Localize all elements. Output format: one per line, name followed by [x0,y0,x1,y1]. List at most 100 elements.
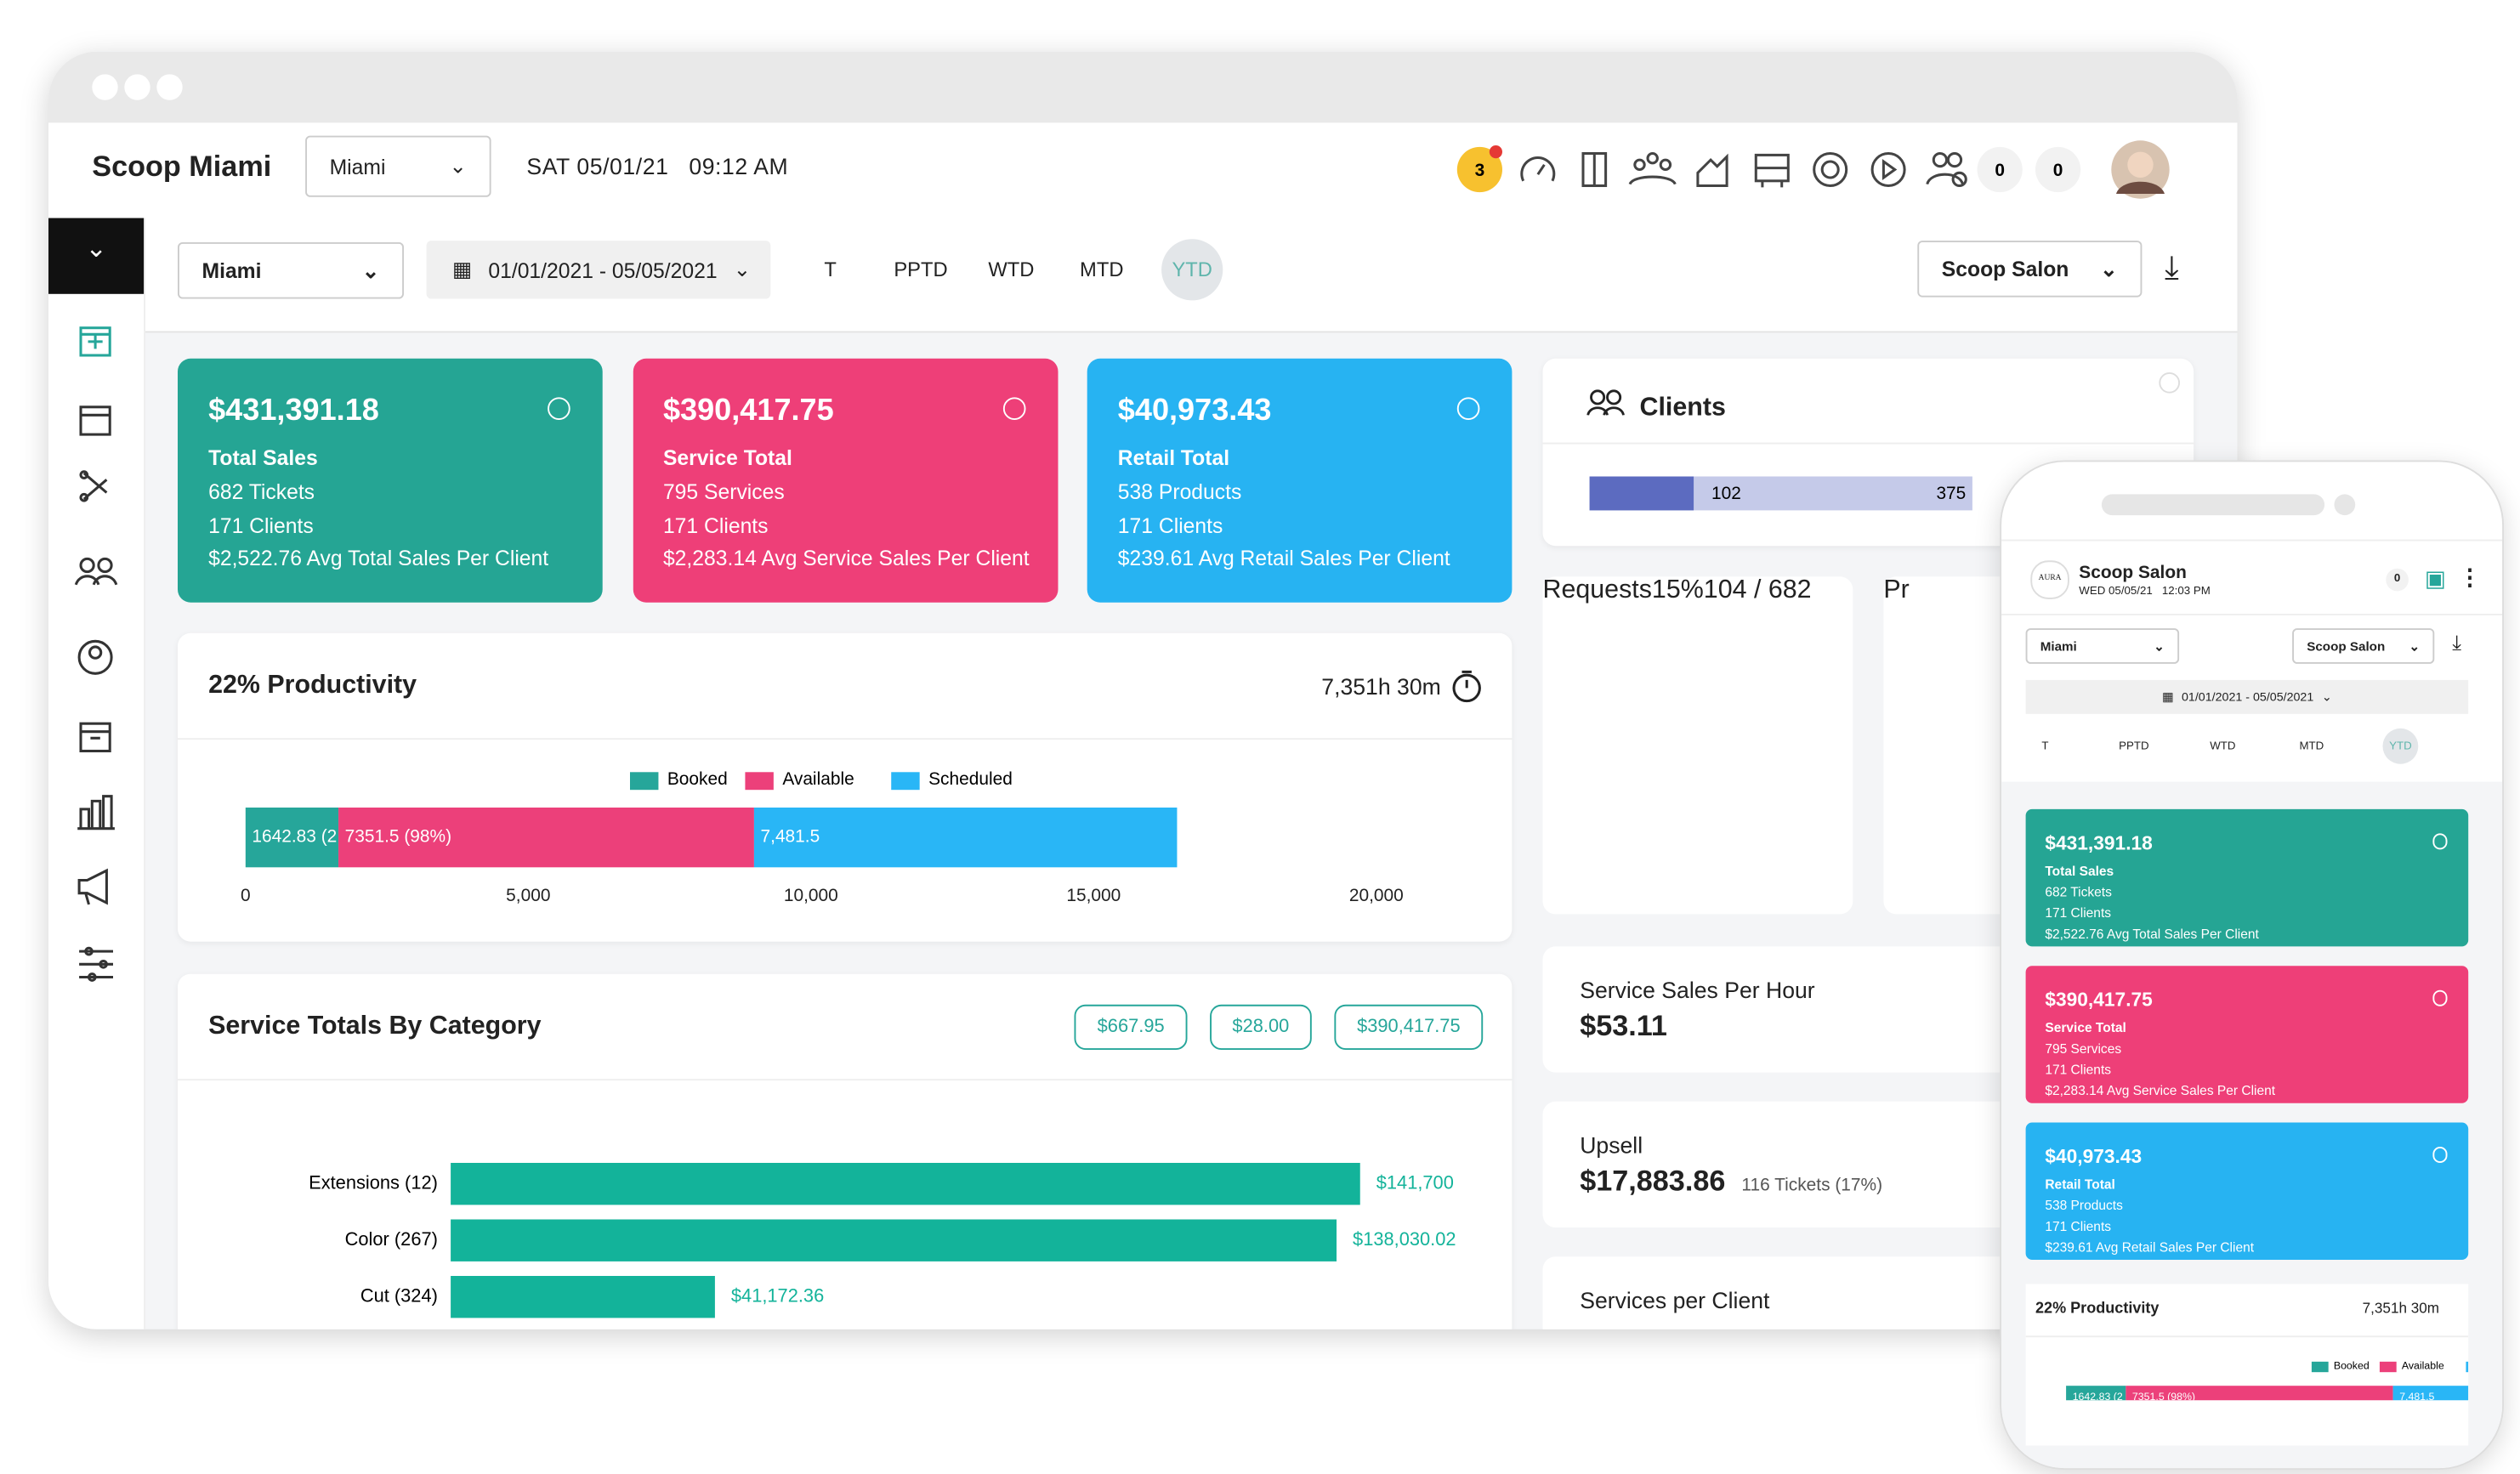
bar-segment [245,808,339,868]
x-tick-label: 0 [241,886,251,905]
phone-salon-filter[interactable]: Scoop Salon ⌄ [2292,628,2435,664]
bar-label: 1642.83 (2 [2073,1391,2123,1401]
download-button[interactable]: ⤓ [2165,250,2179,286]
phone-location[interactable]: Miami ⌄ [2025,628,2180,664]
brand: Scoop Miami [92,150,272,183]
service-totals-title: Service Totals By Category [208,1012,542,1040]
period-tab[interactable]: WTD [988,258,1035,281]
productivity-total: 7,351h 30m [1321,673,1441,700]
counter[interactable]: 0 [2053,161,2063,180]
card-help[interactable] [2432,989,2449,1006]
clients-label: 102 [1711,484,1741,503]
clients-label: 375 [1936,484,1966,503]
card-title: Total Sales [208,445,318,470]
card-line: 682 Tickets [208,479,315,504]
location-dropdown[interactable]: Miami ⌄ [305,135,491,197]
card-line: 682 Tickets [2045,885,2112,900]
clients-icon [1586,389,1625,416]
productivity-panel: 22% Productivity 7,351h 30m Booked Availa… [178,632,1513,942]
category-label: Color (267) [345,1228,438,1250]
card-line: $2,522.76 Avg Total Sales Per Client [2045,927,2259,942]
metric-row: $17,883.86 116 Tickets (17%) [1580,1165,1882,1199]
total-pill[interactable]: $667.95 [1075,1004,1188,1050]
clients-panel: Clients 102 375 [1542,358,2194,547]
datetime: SAT 05/01/21 09:12 AM [526,153,789,179]
x-tick-label: 15,000 [1066,886,1121,905]
metric-note: 116 Tickets (17%) [1741,1176,1883,1195]
notification-count[interactable]: 3 [1475,161,1485,180]
legend-label: Available [782,769,854,789]
service-chart: Extensions (12) $141,700 Color (267) $138,0… [309,1163,1456,1318]
card-line: 171 Clients [208,513,314,537]
period-tab[interactable]: T [2041,740,2049,752]
summary-card: $431,391.18 Total Sales 682 Tickets 171 Cli… [2025,808,2469,947]
phone-camera [2334,494,2356,516]
legend-swatch [2311,1361,2329,1373]
bar-segment [2066,1386,2126,1401]
phone-salon: Scoop Salon [2079,564,2187,583]
productivity-title: 22% Productivity [208,672,417,700]
period-tab[interactable]: T [824,258,837,281]
clients-part [1589,476,1694,511]
phone-counter[interactable]: 0 [2386,568,2409,592]
donut: Pr [1883,576,1909,605]
x-tick-label: 20,000 [1349,886,1404,905]
card-help[interactable] [1002,397,1025,420]
date-range-filter[interactable]: ▦ 01/01/2021 - 05/05/2021 ⌄ [426,241,771,299]
metric-title: Services per Client [1580,1287,1770,1313]
salon-filter[interactable]: Scoop Salon ⌄ [1917,241,2143,298]
period-tab[interactable]: YTD [1161,239,1223,301]
app-header: Scoop Miami Miami ⌄ SAT 05/01/21 09:12 AM… [48,122,2238,220]
phone-download[interactable]: ⤓ [2452,630,2462,655]
donut-label: Pr [1883,576,1910,604]
card-title: Retail Total [2045,1177,2115,1193]
total-pill[interactable]: $28.00 [1209,1004,1312,1050]
summary-card: $40,973.43 Retail Total 538 Products 171 Cl… [2025,1122,2469,1260]
legend-swatch [891,772,920,791]
card-amount: $390,417.75 [2045,988,2153,1012]
summary-card: $390,417.75 Service Total 795 Services 171 … [632,358,1058,603]
browser-window: Scoop Miami Miami ⌄ SAT 05/01/21 09:12 AM… [48,51,2238,1329]
period-tab[interactable]: YTD [2382,728,2419,764]
phone-menu[interactable]: ⋮ [2458,564,2482,590]
period-tab[interactable]: MTD [2299,740,2324,752]
toolbar-icons: 3 0 0 [1456,140,2170,199]
card-line: $2,283.14 Avg Service Sales Per Client [2045,1084,2276,1099]
location-filter[interactable]: Miami ⌄ [178,242,404,299]
phone-date-range[interactable]: ▦ 01/01/2021 - 05/05/2021 ⌄ [2025,679,2469,714]
card-title: Total Sales [2045,864,2114,879]
period-tab[interactable]: MTD [1080,258,1124,281]
period-tab[interactable]: WTD [2210,740,2236,752]
category-label: Cut (324) [360,1284,438,1306]
bar-segment [338,808,754,868]
card-line: 171 Clients [2045,1063,2112,1078]
phone-calendar[interactable]: ▣ [2424,565,2447,592]
period-tab[interactable]: PPTD [894,258,948,281]
total-pill[interactable]: $390,417.75 [1334,1004,1484,1050]
bar [451,1219,1337,1261]
divider [2001,539,2503,541]
bar [451,1276,715,1318]
legend-label: Available [2402,1360,2444,1372]
salon-label: Scoop Salon [1941,257,2069,281]
bar [451,1163,1360,1205]
card-help[interactable] [1456,397,1480,420]
legend-swatch [2466,1361,2469,1373]
value-label: $138,030.02 [1353,1228,1456,1250]
card-help[interactable] [2432,1147,2449,1163]
sidebar-toggle[interactable]: ⌄ [48,218,145,294]
phone-date-label: 01/01/2021 - 05/05/2021 [2181,689,2314,705]
summary-card: $40,973.43 Retail Total 538 Products 171 Cl… [1087,358,1513,603]
bar-segment [2126,1386,2393,1401]
counter[interactable]: 0 [1995,161,2005,180]
x-tick-label: 5,000 [506,886,550,905]
period-tab[interactable]: PPTD [2119,740,2149,752]
card-help[interactable] [548,397,570,420]
card-help[interactable] [2432,833,2449,849]
productivity-chart: Booked Available Scheduled 1642.83 (2 7351.5… [241,769,1404,905]
legend-swatch [745,772,774,791]
sidebar-icons [74,326,118,982]
